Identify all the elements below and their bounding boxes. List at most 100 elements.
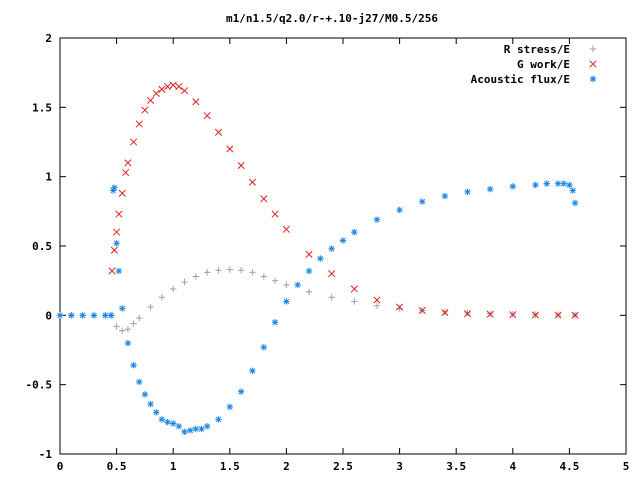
chart-title: m1/n1.5/q2.0/r-+.10-j27/M0.5/256 bbox=[226, 12, 438, 25]
data-point bbox=[170, 285, 177, 293]
x-tick-label: 0 bbox=[57, 460, 64, 473]
x-tick-label: 2.5 bbox=[333, 460, 353, 473]
data-point bbox=[249, 367, 256, 374]
data-point bbox=[158, 416, 166, 423]
data-point bbox=[130, 362, 137, 369]
data-point bbox=[339, 237, 347, 244]
data-point bbox=[175, 82, 183, 91]
data-point bbox=[328, 245, 335, 252]
data-point bbox=[158, 85, 166, 93]
data-point bbox=[110, 246, 118, 254]
x-tick-label: 2 bbox=[283, 460, 290, 473]
data-point bbox=[113, 240, 120, 247]
data-point bbox=[113, 323, 120, 330]
data-point bbox=[249, 269, 256, 276]
data-point bbox=[554, 180, 562, 187]
data-point bbox=[203, 112, 211, 120]
data-point bbox=[147, 96, 155, 104]
data-point bbox=[111, 184, 118, 191]
data-point bbox=[141, 391, 149, 398]
data-point bbox=[119, 305, 126, 312]
legend-label: Acoustic flux/E bbox=[471, 73, 570, 86]
data-point bbox=[215, 416, 222, 423]
data-point bbox=[373, 302, 381, 309]
data-point bbox=[102, 312, 109, 319]
y-tick-label: 2 bbox=[45, 32, 52, 45]
data-point bbox=[147, 400, 154, 408]
y-tick-label: -0.5 bbox=[26, 379, 53, 392]
data-point bbox=[237, 162, 245, 170]
data-point bbox=[181, 428, 188, 436]
data-point bbox=[192, 425, 200, 433]
data-point bbox=[118, 189, 126, 197]
data-point bbox=[396, 303, 404, 311]
data-point bbox=[203, 423, 211, 430]
data-point bbox=[328, 270, 336, 278]
data-point bbox=[271, 210, 279, 218]
x-tick-label: 3 bbox=[396, 460, 403, 473]
data-point bbox=[226, 266, 233, 273]
data-point bbox=[509, 311, 517, 319]
legend: R stress/E G work/E Acoustic flux/E bbox=[471, 43, 597, 86]
data-point bbox=[373, 216, 381, 223]
data-point bbox=[186, 427, 194, 434]
data-point bbox=[554, 311, 562, 319]
data-point bbox=[215, 267, 222, 274]
data-point bbox=[271, 319, 279, 326]
data-point bbox=[418, 306, 426, 315]
data-point bbox=[163, 82, 172, 91]
data-point bbox=[571, 311, 579, 319]
data-point bbox=[441, 309, 449, 317]
data-point bbox=[226, 145, 234, 153]
data-point bbox=[122, 168, 130, 177]
data-point bbox=[560, 180, 567, 187]
data-point bbox=[79, 312, 86, 319]
data-point bbox=[260, 344, 267, 351]
data-point bbox=[271, 277, 279, 284]
data-point bbox=[192, 273, 200, 280]
data-point bbox=[108, 267, 116, 275]
data-point bbox=[130, 320, 137, 327]
series-2 bbox=[56, 180, 579, 436]
data-point bbox=[237, 267, 245, 274]
data-point bbox=[158, 294, 166, 301]
data-point bbox=[486, 185, 494, 193]
data-point bbox=[543, 180, 550, 187]
data-point bbox=[260, 273, 267, 280]
data-point bbox=[198, 425, 205, 433]
data-point bbox=[113, 228, 121, 236]
data-point bbox=[124, 339, 132, 347]
y-tick-label: 1 bbox=[45, 171, 52, 184]
data-point bbox=[294, 281, 301, 289]
x-tick-label: 5 bbox=[623, 460, 630, 473]
data-point bbox=[136, 314, 143, 322]
data-point bbox=[317, 255, 324, 262]
legend-marker bbox=[589, 45, 597, 53]
y-tick-label: 0 bbox=[45, 309, 52, 322]
data-point bbox=[226, 403, 233, 411]
data-point bbox=[396, 206, 403, 214]
x-tick-label: 4 bbox=[509, 460, 516, 473]
data-point bbox=[180, 87, 189, 95]
data-point bbox=[571, 199, 579, 207]
data-point bbox=[351, 228, 358, 236]
data-point bbox=[532, 181, 539, 189]
data-point bbox=[509, 183, 516, 190]
legend-marker bbox=[589, 75, 597, 83]
data-point bbox=[107, 312, 115, 319]
data-point bbox=[441, 192, 449, 200]
data-point bbox=[283, 298, 290, 305]
legend-label: G work/E bbox=[517, 58, 570, 71]
x-tick-label: 0.5 bbox=[107, 460, 127, 473]
data-point bbox=[419, 198, 426, 205]
y-tick-label: -1 bbox=[39, 448, 53, 461]
data-point bbox=[119, 327, 126, 334]
data-point bbox=[124, 326, 132, 333]
axis-ticks: 0 0.5 1 1.5 2 2.5 3 3.5 4 4.5 5 2 1.5 1 0.5 0 -0.5 -1 bbox=[26, 32, 630, 473]
data-point bbox=[115, 210, 123, 218]
data-point bbox=[164, 418, 171, 426]
data-point bbox=[68, 312, 75, 319]
data-point bbox=[147, 303, 154, 311]
data-point bbox=[170, 420, 177, 427]
data-point bbox=[141, 106, 149, 114]
